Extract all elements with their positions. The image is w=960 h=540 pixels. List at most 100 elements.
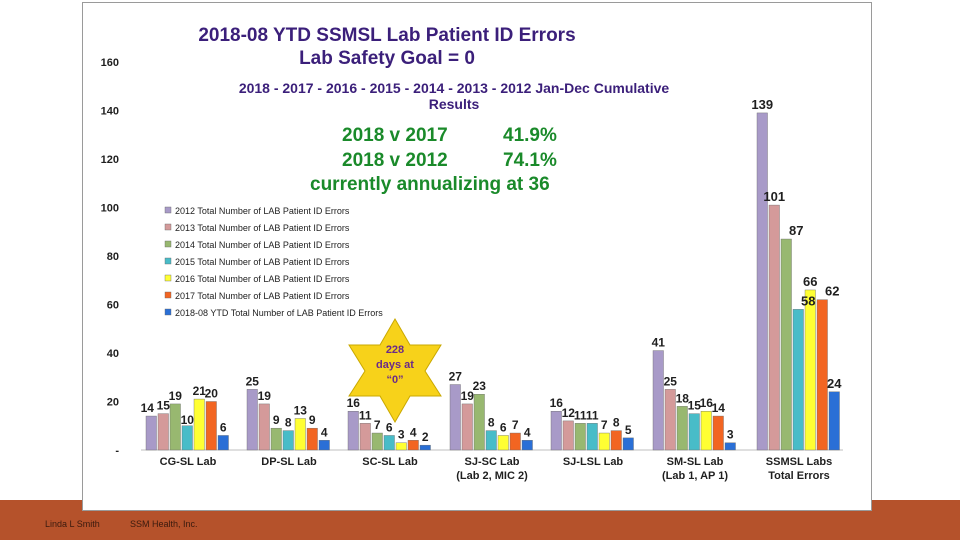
legend-entry: 2016 Total Number of LAB Patient ID Erro… <box>175 274 350 284</box>
cumulative-text: 2018 - 2017 - 2016 - 2015 - 2014 - 2013 … <box>239 80 670 96</box>
category-label: SJ-SC Lab <box>464 456 519 468</box>
bar <box>509 432 521 451</box>
legend-entry: 2015 Total Number of LAB Patient ID Erro… <box>175 257 350 267</box>
bar <box>169 403 181 451</box>
data-label: 11 <box>574 408 587 422</box>
bar <box>449 384 461 451</box>
bar <box>205 401 217 451</box>
legend-entry: 2018-08 YTD Total Number of LAB Patient … <box>175 308 383 318</box>
bar <box>294 418 306 451</box>
goal-text: Lab Safety Goal = 0 <box>299 48 475 69</box>
bar <box>622 437 634 451</box>
bar <box>383 435 395 451</box>
data-label: 25 <box>664 374 678 388</box>
bar <box>473 394 485 451</box>
data-label: 24 <box>827 376 842 391</box>
star-badge: 228 days at “0” <box>348 317 442 424</box>
category-label: SC-SL Lab <box>362 456 418 468</box>
bar <box>282 430 294 451</box>
annualizing-text: currently annualizing at 36 <box>310 174 550 195</box>
category-label: SJ-LSL Lab <box>563 456 624 468</box>
data-label: 58 <box>801 293 815 308</box>
bar <box>816 299 828 451</box>
data-label: 6 <box>386 420 393 434</box>
bar <box>688 413 700 451</box>
category-label: DP-SL Lab <box>261 456 317 468</box>
bar <box>664 389 676 451</box>
data-label: 9 <box>309 413 316 427</box>
legend-entry: 2014 Total Number of LAB Patient ID Erro… <box>175 240 350 250</box>
bar <box>756 112 768 451</box>
data-label: 13 <box>294 403 308 417</box>
bar <box>676 406 688 451</box>
data-label: 14 <box>141 401 155 415</box>
compare-2017-label: 2018 v 2017 <box>342 125 448 146</box>
y-tick-label: 140 <box>101 106 119 118</box>
legend-swatch <box>164 291 172 299</box>
data-label: 41 <box>652 336 666 350</box>
bar <box>780 238 792 451</box>
legend-entry: 2017 Total Number of LAB Patient ID Erro… <box>175 291 350 301</box>
bar <box>318 440 330 451</box>
data-label: 18 <box>676 391 690 405</box>
data-label: 27 <box>449 370 463 384</box>
chart-legend: 2012 Total Number of LAB Patient ID Erro… <box>164 206 383 318</box>
data-label: 3 <box>398 428 405 442</box>
y-tick-label: 100 <box>101 203 119 215</box>
data-label: 6 <box>220 420 227 434</box>
data-label: 7 <box>601 418 608 432</box>
bar <box>712 415 724 451</box>
bar <box>724 442 736 451</box>
bar <box>828 391 840 451</box>
y-tick-label: 60 <box>107 300 119 312</box>
bar <box>804 289 816 451</box>
data-label: 4 <box>410 425 417 439</box>
legend-entry: 2013 Total Number of LAB Patient ID Erro… <box>175 223 350 233</box>
data-label: 4 <box>524 425 531 439</box>
data-label: 16 <box>700 396 714 410</box>
data-label: 19 <box>258 389 272 403</box>
data-label: 6 <box>500 420 507 434</box>
data-label: 139 <box>751 97 773 112</box>
bar <box>521 440 533 451</box>
data-label: 25 <box>246 374 260 388</box>
y-tick-label: - <box>115 445 119 457</box>
data-label: 11 <box>586 408 599 422</box>
y-tick-label: 160 <box>101 57 119 69</box>
data-label: 12 <box>562 406 576 420</box>
bar <box>306 427 318 451</box>
compare-2012-value: 74.1% <box>503 150 557 171</box>
bar <box>217 435 229 451</box>
legend-swatch <box>164 223 172 231</box>
bar <box>610 430 622 451</box>
category-label: Total Errors <box>768 470 830 482</box>
chart-panel: - 20 40 60 80 100 120 140 160 CG-SL Lab DP-SL Lab S… <box>82 2 872 511</box>
y-tick-label: 80 <box>107 251 119 263</box>
bar <box>461 403 473 451</box>
bar <box>652 350 664 451</box>
bar <box>347 411 359 451</box>
bar <box>700 411 712 451</box>
star-days: 228 <box>386 344 404 356</box>
legend-swatch <box>164 240 172 248</box>
bar <box>768 204 780 451</box>
bar <box>497 435 509 451</box>
star-text: days at <box>376 359 414 371</box>
data-label: 66 <box>803 274 817 289</box>
bar <box>792 309 804 451</box>
data-label: 10 <box>181 413 195 427</box>
bar <box>145 415 157 451</box>
compare-2017-value: 41.9% <box>503 125 557 146</box>
data-label: 15 <box>157 399 171 413</box>
bar <box>359 423 371 451</box>
data-label: 5 <box>625 423 632 437</box>
data-label: 16 <box>550 396 564 410</box>
footer-author: Linda L Smith <box>45 519 100 529</box>
legend-swatch <box>164 274 172 282</box>
y-tick-label: 20 <box>107 397 119 409</box>
legend-swatch <box>164 257 172 265</box>
compare-2012-label: 2018 v 2012 <box>342 150 448 171</box>
data-label: 19 <box>169 389 183 403</box>
legend-entry: 2012 Total Number of LAB Patient ID Erro… <box>175 206 350 216</box>
legend-swatch <box>164 308 172 316</box>
